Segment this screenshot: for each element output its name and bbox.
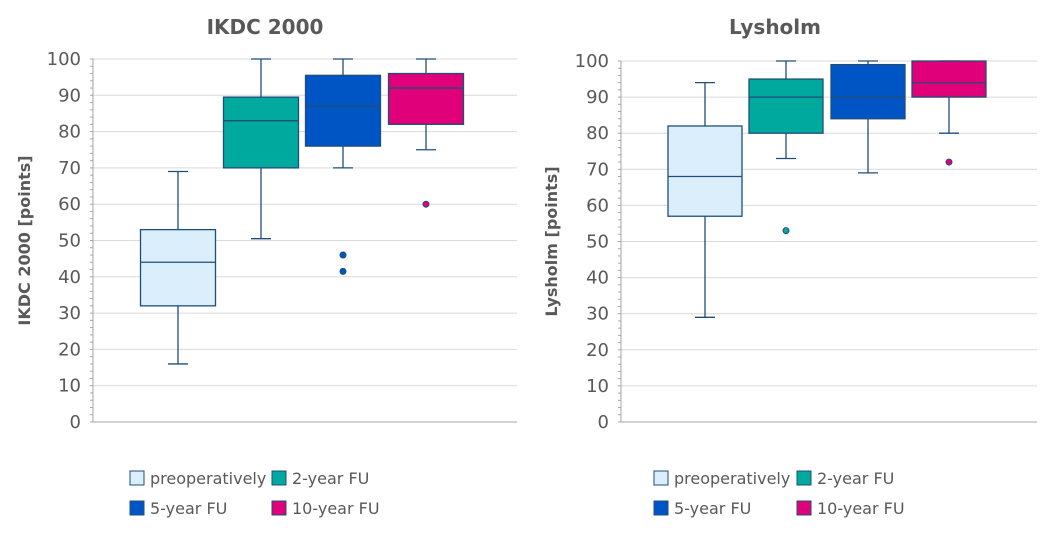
chart-panel-2: Lysholm Lysholm [points] 0 10 20 30 40 50 60 70 80… bbox=[542, 15, 1037, 518]
legend-swatch bbox=[653, 470, 669, 486]
y-tick-label: 50 bbox=[58, 231, 81, 252]
outlier-point bbox=[422, 200, 430, 208]
y-tick-label: 100 bbox=[575, 51, 609, 72]
y-tick-label: 10 bbox=[58, 376, 81, 397]
legend-item-2: 2-year FU bbox=[271, 469, 369, 488]
legend-item-3: 5-year FU bbox=[129, 499, 227, 518]
chart-panel-1: IKDC 2000 IKDC 2000 [points] 0 10 20 30 40 50 60… bbox=[15, 15, 517, 518]
legend-item-4: 10-year FU bbox=[271, 499, 380, 518]
chart-title: Lysholm bbox=[729, 15, 821, 39]
legend-label: 2-year FU bbox=[292, 469, 369, 488]
legend-label: preoperatively bbox=[674, 469, 790, 488]
y-tick-label: 50 bbox=[586, 232, 609, 253]
outlier-point bbox=[339, 251, 347, 259]
box-series-2 bbox=[222, 58, 300, 240]
legend-label: 10-year FU bbox=[292, 499, 380, 518]
iqr-box bbox=[387, 72, 465, 125]
y-tick-label: 30 bbox=[586, 304, 609, 325]
iqr-box bbox=[304, 74, 382, 147]
legend-label: 10-year FU bbox=[817, 499, 905, 518]
y-tick-label: 80 bbox=[586, 123, 609, 144]
y-tick-label: 20 bbox=[58, 339, 81, 360]
y-axis-label: Lysholm [points] bbox=[542, 166, 561, 316]
legend-swatch bbox=[271, 470, 287, 486]
y-tick-label: 90 bbox=[58, 85, 81, 106]
y-tick-label: 70 bbox=[58, 158, 81, 179]
box-series-1 bbox=[667, 82, 743, 318]
legend-item-4: 10-year FU bbox=[796, 499, 905, 518]
y-tick-label: 0 bbox=[70, 412, 81, 433]
outlier-point bbox=[945, 158, 953, 166]
box-series-4 bbox=[387, 58, 465, 208]
iqr-box bbox=[748, 78, 824, 134]
legend-label: 5-year FU bbox=[674, 499, 751, 518]
y-tick-label: 70 bbox=[586, 159, 609, 180]
y-tick-label: 100 bbox=[47, 49, 81, 70]
y-tick-label: 40 bbox=[58, 267, 81, 288]
y-tick-label: 60 bbox=[586, 195, 609, 216]
legend-item-1: preoperatively bbox=[653, 469, 790, 488]
box-series-4 bbox=[911, 60, 987, 166]
legend-swatch bbox=[129, 470, 145, 486]
outlier-point bbox=[339, 267, 347, 275]
iqr-box bbox=[667, 125, 743, 217]
legend-label: 2-year FU bbox=[817, 469, 894, 488]
iqr-box bbox=[139, 228, 217, 307]
legend-label: 5-year FU bbox=[150, 499, 227, 518]
box-series-1 bbox=[139, 170, 217, 365]
legend-item-2: 2-year FU bbox=[796, 469, 894, 488]
y-tick-label: 60 bbox=[58, 194, 81, 215]
legend-swatch bbox=[271, 500, 287, 516]
iqr-box bbox=[222, 96, 300, 169]
legend-swatch bbox=[796, 500, 812, 516]
chart-title: IKDC 2000 bbox=[207, 15, 324, 39]
legend-swatch bbox=[653, 500, 669, 516]
legend-item-3: 5-year FU bbox=[653, 499, 751, 518]
y-tick-label: 0 bbox=[598, 412, 609, 433]
y-tick-label: 20 bbox=[586, 340, 609, 361]
legend-item-1: preoperatively bbox=[129, 469, 266, 488]
legend-swatch bbox=[129, 500, 145, 516]
y-tick-label: 40 bbox=[586, 268, 609, 289]
y-tick-label: 30 bbox=[58, 303, 81, 324]
iqr-box bbox=[830, 63, 906, 120]
box-series-2 bbox=[748, 60, 824, 235]
y-axis-label: IKDC 2000 [points] bbox=[15, 155, 34, 325]
y-tick-label: 80 bbox=[58, 122, 81, 143]
y-tick-label: 10 bbox=[586, 376, 609, 397]
legend-label: preoperatively bbox=[150, 469, 266, 488]
iqr-box bbox=[911, 60, 987, 98]
outlier-point bbox=[782, 227, 790, 235]
box-series-3 bbox=[830, 60, 906, 174]
legend-swatch bbox=[796, 470, 812, 486]
box-series-3 bbox=[304, 58, 382, 275]
y-tick-label: 90 bbox=[586, 87, 609, 108]
